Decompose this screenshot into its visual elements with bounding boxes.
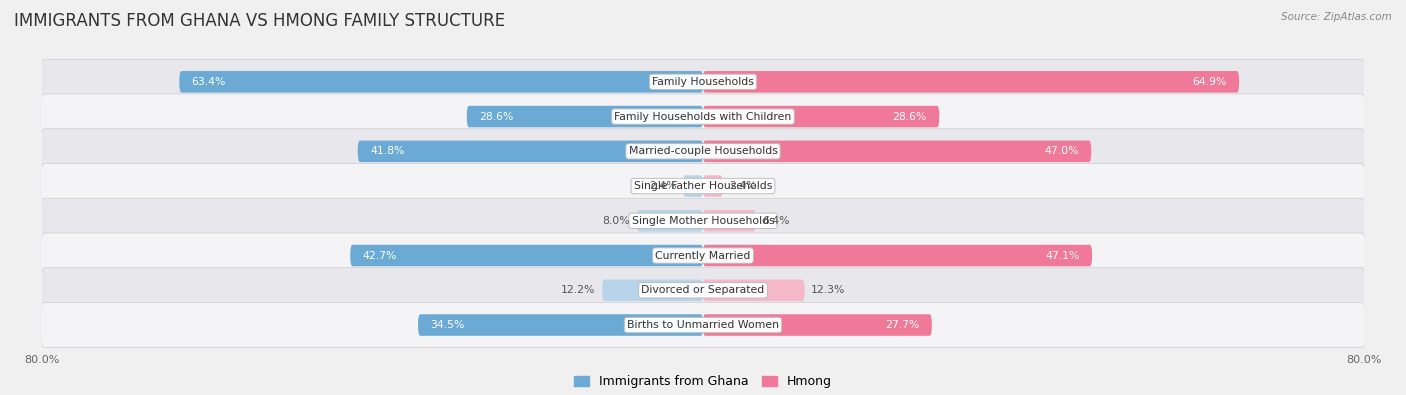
Legend: Immigrants from Ghana, Hmong: Immigrants from Ghana, Hmong [569,370,837,393]
Text: 34.5%: 34.5% [430,320,465,330]
FancyBboxPatch shape [41,94,1365,139]
Text: 8.0%: 8.0% [603,216,630,226]
FancyBboxPatch shape [602,280,703,301]
Text: 47.1%: 47.1% [1045,250,1080,261]
FancyBboxPatch shape [41,198,1365,243]
Text: Single Father Households: Single Father Households [634,181,772,191]
FancyBboxPatch shape [41,59,1365,104]
Text: 12.2%: 12.2% [561,285,596,295]
FancyBboxPatch shape [703,280,804,301]
FancyBboxPatch shape [703,141,1091,162]
FancyBboxPatch shape [703,314,932,336]
Text: 2.4%: 2.4% [650,181,676,191]
FancyBboxPatch shape [180,71,703,92]
FancyBboxPatch shape [683,175,703,197]
FancyBboxPatch shape [41,164,1365,209]
FancyBboxPatch shape [350,245,703,266]
FancyBboxPatch shape [41,303,1365,348]
Text: 42.7%: 42.7% [363,250,396,261]
Text: Single Mother Households: Single Mother Households [631,216,775,226]
Text: 64.9%: 64.9% [1192,77,1226,87]
Text: Births to Unmarried Women: Births to Unmarried Women [627,320,779,330]
Text: IMMIGRANTS FROM GHANA VS HMONG FAMILY STRUCTURE: IMMIGRANTS FROM GHANA VS HMONG FAMILY ST… [14,12,505,30]
FancyBboxPatch shape [703,210,756,231]
Text: 6.4%: 6.4% [762,216,790,226]
Text: Currently Married: Currently Married [655,250,751,261]
Text: 41.8%: 41.8% [370,146,405,156]
Text: Married-couple Households: Married-couple Households [628,146,778,156]
Text: 28.6%: 28.6% [479,111,513,122]
Text: Divorced or Separated: Divorced or Separated [641,285,765,295]
FancyBboxPatch shape [418,314,703,336]
Text: Family Households with Children: Family Households with Children [614,111,792,122]
Text: Source: ZipAtlas.com: Source: ZipAtlas.com [1281,12,1392,22]
FancyBboxPatch shape [467,106,703,127]
FancyBboxPatch shape [703,175,723,197]
Text: 2.4%: 2.4% [730,181,756,191]
FancyBboxPatch shape [41,268,1365,313]
FancyBboxPatch shape [41,129,1365,174]
Text: 47.0%: 47.0% [1045,146,1078,156]
FancyBboxPatch shape [41,233,1365,278]
FancyBboxPatch shape [637,210,703,231]
FancyBboxPatch shape [357,141,703,162]
FancyBboxPatch shape [703,71,1239,92]
Text: 12.3%: 12.3% [811,285,845,295]
Text: 27.7%: 27.7% [884,320,920,330]
Text: Family Households: Family Households [652,77,754,87]
Text: 63.4%: 63.4% [191,77,226,87]
FancyBboxPatch shape [703,106,939,127]
FancyBboxPatch shape [703,245,1092,266]
Text: 28.6%: 28.6% [893,111,927,122]
